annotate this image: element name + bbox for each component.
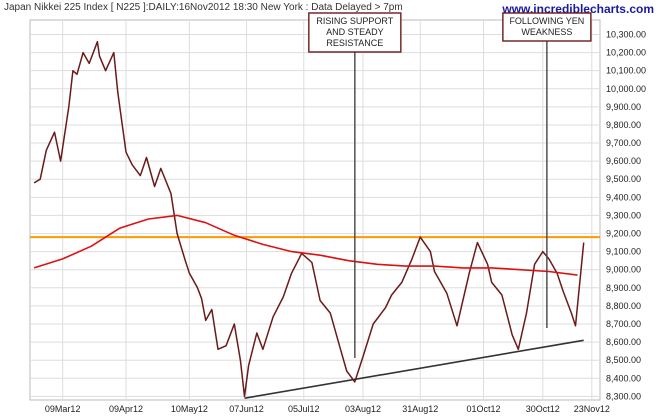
annotation-box	[502, 12, 592, 42]
annotation-text: RESISTANCE	[326, 38, 383, 48]
price-line	[33, 40, 585, 398]
x-tick-label: 05Jul12	[288, 404, 320, 414]
annotation-text: WEAKNESS	[521, 27, 572, 37]
y-tick-label: 8,400.00	[606, 373, 641, 383]
x-tick-label: 01Oct12	[467, 404, 501, 414]
x-tick-label: 23Nov12	[574, 404, 610, 414]
y-tick-label: 8,900.00	[606, 283, 641, 293]
annotation-box	[308, 12, 402, 53]
y-tick-label: 8,600.00	[606, 337, 641, 347]
overlays	[30, 236, 600, 399]
y-tick-label: 9,300.00	[606, 210, 641, 220]
y-tick-label: 9,700.00	[606, 138, 641, 148]
x-tick-label: 31Aug12	[402, 404, 438, 414]
y-tick-label: 10,000.00	[606, 84, 646, 94]
x-tick-label: 09Apr12	[109, 404, 143, 414]
y-tick-label: 10,100.00	[606, 66, 646, 76]
x-tick-label: 09Mar12	[45, 404, 81, 414]
y-tick-label: 8,300.00	[606, 391, 641, 401]
moving-average-line	[33, 214, 578, 276]
annotation-text: RISING SUPPORT	[316, 16, 393, 26]
y-tick-label: 10,200.00	[606, 48, 646, 58]
y-tick-label: 9,800.00	[606, 120, 641, 130]
annotation-text: AND STEADY	[326, 27, 384, 37]
chart-header-title: Japan Nikkei 225 Index [ N225 ]:DAILY:16…	[4, 2, 403, 13]
y-tick-label: 8,700.00	[606, 319, 641, 329]
grid	[30, 20, 600, 400]
x-axis: 09Mar12 09Apr12 10May12 07Jun12 05Jul12 03Aug…	[45, 404, 610, 414]
support-trendline	[244, 339, 584, 399]
y-tick-label: 9,200.00	[606, 229, 641, 239]
x-tick-label: 03Aug12	[345, 404, 381, 414]
y-tick-label: 10,300.00	[606, 29, 646, 39]
x-tick-label: 07Jun12	[229, 404, 264, 414]
y-tick-label: 9,500.00	[606, 174, 641, 184]
y-tick-label: 9,600.00	[606, 156, 641, 166]
y-tick-label: 9,100.00	[606, 247, 641, 257]
y-tick-label: 8,500.00	[606, 355, 641, 365]
annotation-text: FOLLOWING YEN	[509, 16, 584, 26]
y-tick-label: 8,800.00	[606, 301, 641, 311]
x-tick-label: 10May12	[171, 404, 208, 414]
series	[33, 40, 585, 398]
y-axis: 8,300.00 8,400.00 8,500.00 8,600.00 8,700.00…	[606, 29, 646, 401]
y-tick-label: 9,000.00	[606, 265, 641, 275]
x-tick-label: 30Oct12	[526, 404, 560, 414]
y-tick-label: 9,900.00	[606, 102, 641, 112]
y-tick-label: 9,400.00	[606, 192, 641, 202]
